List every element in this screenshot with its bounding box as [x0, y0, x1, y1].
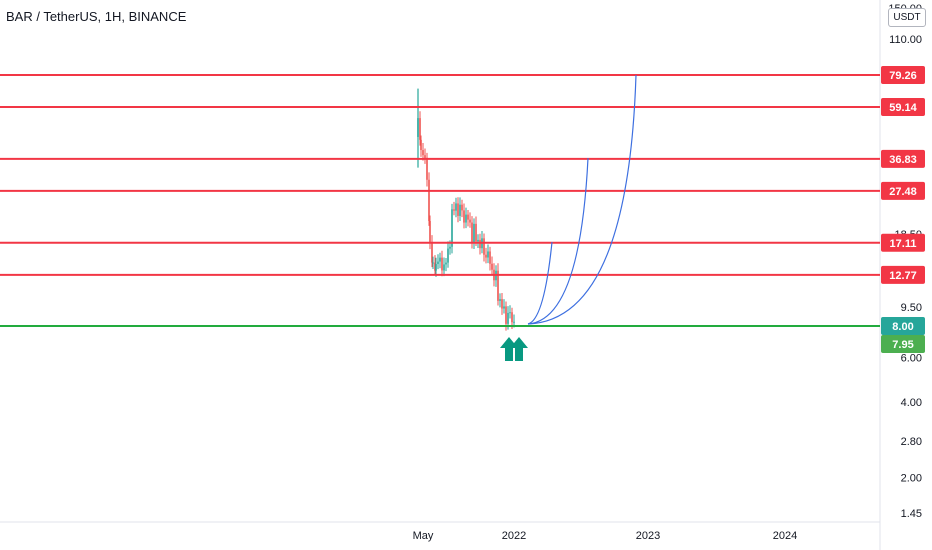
up-arrow-icon [500, 337, 518, 361]
price-tick-label: 2.80 [901, 436, 922, 448]
projection-curves [527, 74, 637, 325]
candle-body [441, 257, 443, 271]
current-price-label: 8.00 [892, 321, 913, 333]
candle-body [473, 223, 475, 243]
resistance-price-label: 12.77 [889, 270, 917, 282]
resistance-price-tag [881, 265, 925, 284]
candle-body [509, 312, 511, 314]
candle-body [445, 262, 447, 265]
candle-body [467, 214, 469, 220]
candle-body [424, 155, 426, 158]
candle-body [422, 150, 424, 156]
chart-title: BAR / TetherUS, 1H, BINANCE [6, 9, 187, 24]
candle-body [505, 306, 507, 324]
candle-body [513, 321, 515, 323]
candle-body [465, 214, 467, 223]
candle-body [479, 239, 481, 249]
candle-body [475, 223, 477, 242]
candle-body [429, 221, 431, 243]
candle-body [511, 312, 513, 323]
candle-body [455, 203, 457, 211]
low-price-label: 7.95 [892, 339, 913, 351]
candle-body [469, 219, 471, 223]
resistance-price-label: 59.14 [889, 102, 917, 114]
price-tick-label: 1.45 [901, 508, 922, 520]
candle-body [420, 139, 422, 151]
projection-curve [527, 157, 589, 325]
candle-body [461, 204, 463, 211]
candlestick-series [417, 88, 515, 331]
resistance-price-tag [881, 98, 925, 117]
candle-body [499, 299, 501, 301]
price-tick-label: 9.50 [901, 302, 922, 314]
candle-body [449, 246, 451, 249]
price-tick-label: 6.00 [901, 352, 922, 364]
candle-body [489, 251, 491, 264]
candle-body [431, 242, 433, 263]
candle-body [485, 254, 487, 258]
candle-body [463, 210, 465, 223]
price-tick-label: 2.00 [901, 473, 922, 485]
candle-body [443, 264, 445, 271]
candle-body [437, 261, 439, 265]
resistance-price-tag [881, 149, 925, 168]
projection-curve [527, 74, 637, 325]
resistance-price-label: 27.48 [889, 186, 917, 198]
candle-body [435, 264, 437, 271]
candle-body [503, 306, 505, 309]
currency-selector[interactable]: USDT [888, 8, 926, 27]
price-tags: 79.26 59.14 36.83 27.48 17.11 12.77 8.00 7.95 [881, 66, 925, 353]
candle-body [477, 239, 479, 242]
candle-body [507, 312, 509, 324]
candle-body [432, 262, 434, 264]
time-tick-label: 2024 [773, 530, 797, 542]
candle-body [439, 257, 441, 262]
low-price-tag [881, 335, 925, 353]
resistance-price-label: 36.83 [889, 154, 917, 166]
resistance-price-label: 79.26 [889, 70, 917, 82]
candle-body [434, 262, 436, 271]
candle-body [497, 270, 499, 301]
candle-body [483, 238, 485, 255]
projection-curve [527, 241, 553, 325]
candle-body [447, 248, 449, 263]
time-axis: May 2022 2023 2024 [413, 530, 798, 542]
time-tick-label: 2022 [502, 530, 526, 542]
resistance-price-tag [881, 233, 925, 252]
candle-body [491, 263, 493, 270]
candle-body [501, 299, 503, 309]
time-tick-label: May [413, 530, 434, 542]
price-tick-label: 110.00 [889, 34, 922, 46]
candle-body [457, 203, 459, 216]
candle-body [471, 222, 473, 243]
candle-body [451, 209, 453, 247]
time-tick-label: 2023 [636, 530, 660, 542]
candle-body [487, 251, 489, 258]
resistance-price-label: 17.11 [890, 238, 917, 250]
candle-body [459, 204, 461, 216]
candle-body [428, 179, 430, 222]
price-tick-label: 4.00 [901, 397, 922, 409]
candle-body [426, 157, 428, 180]
up-arrow-icon [510, 337, 528, 361]
current-price-tag [881, 317, 925, 335]
resistance-price-tag [881, 66, 925, 84]
candle-body [419, 118, 421, 140]
arrow-markers [500, 337, 528, 361]
candle-body [453, 209, 455, 211]
resistance-price-tag [881, 181, 925, 200]
horizontal-levels [0, 74, 880, 327]
